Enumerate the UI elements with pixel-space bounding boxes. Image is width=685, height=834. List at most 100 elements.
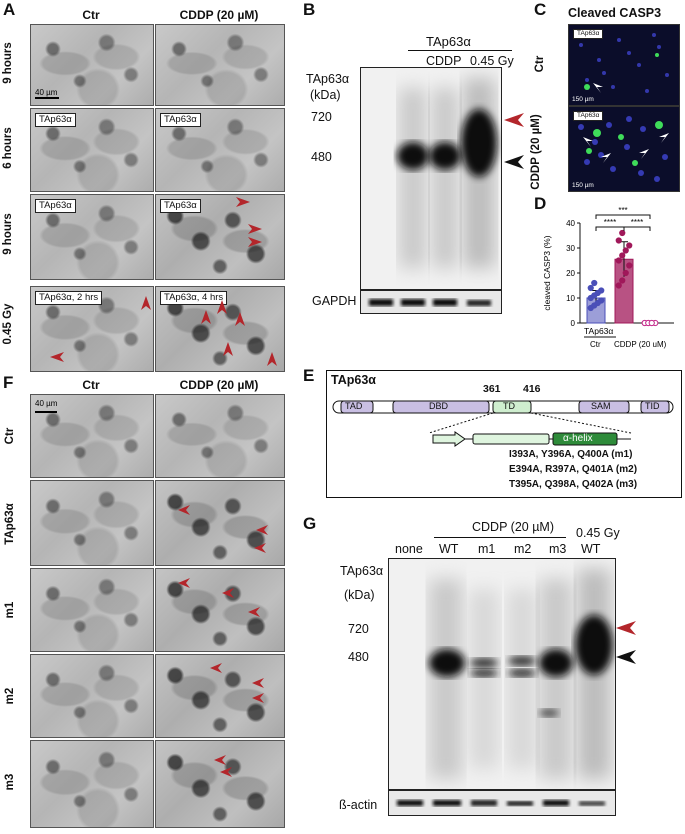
micrograph-tag: TAp63α, 4 hrs xyxy=(160,291,228,305)
red-arrowhead-icon xyxy=(210,663,222,673)
panel-g-header-line xyxy=(434,537,566,538)
data-point xyxy=(622,269,629,277)
panel-f-col-cddp: CDDP (20 µM) xyxy=(179,378,259,392)
micrograph xyxy=(155,24,285,106)
group-label: TAp63α xyxy=(584,326,613,336)
y-axis-label: TAp63α xyxy=(306,72,350,86)
loading-control-blot xyxy=(360,290,502,314)
panel-g-label: G xyxy=(303,514,317,533)
sig-label: **** xyxy=(604,218,616,227)
helix-label: α-helix xyxy=(563,433,593,444)
panel-a-label: A xyxy=(3,0,16,19)
red-arrowhead-icon xyxy=(214,755,226,765)
black-arrowhead-icon xyxy=(616,650,636,664)
data-point xyxy=(626,242,633,249)
red-arrowhead-icon xyxy=(256,525,268,535)
micrograph-tag: TAp63α xyxy=(160,113,201,127)
sig-bracket xyxy=(595,226,625,231)
blot-bands xyxy=(397,78,497,268)
data-point xyxy=(619,252,626,259)
sig-label: *** xyxy=(618,206,627,215)
data-point xyxy=(587,284,594,292)
micrograph: TAp63α xyxy=(30,108,154,192)
micrograph-tag: TAp63α, 2 hrs xyxy=(35,291,103,305)
domain-label: SAM xyxy=(591,401,611,411)
mw-marker: 480 xyxy=(348,650,369,664)
red-arrowhead-icon xyxy=(201,310,211,324)
panel-e-label: E xyxy=(303,366,315,385)
red-arrowhead-icon xyxy=(141,296,151,310)
white-arrowhead-icon xyxy=(639,149,649,159)
domain-tid xyxy=(640,400,670,414)
panel-f-label: F xyxy=(3,373,14,392)
mutant-line: I393A, Y396A, Q400A (m1) xyxy=(509,449,633,460)
red-arrowhead-icon xyxy=(267,352,277,366)
lane-label: WT xyxy=(439,542,459,556)
y-axis-unit: (kDa) xyxy=(344,588,375,602)
fluorescence-tag: TAp63α xyxy=(573,111,604,121)
black-arrowhead-icon xyxy=(504,155,524,169)
mutant-line: E394A, R397A, Q401A (m2) xyxy=(509,464,638,475)
lane-label: none xyxy=(395,542,423,556)
domain-diagram xyxy=(332,400,674,447)
panel-c-title: Cleaved CASP3 xyxy=(568,6,662,20)
panel-c-row-label: CDDP (20 µM) xyxy=(530,114,542,190)
white-arrowhead-icon xyxy=(593,83,603,93)
y-tick-label: 20 xyxy=(566,269,575,278)
micrograph-tag: TAp63α xyxy=(160,199,201,213)
mw-marker: 480 xyxy=(311,150,332,164)
western-blot-b xyxy=(360,67,502,290)
x-tick-label: CDDP (20 uM) xyxy=(614,340,667,349)
red-arrowhead-icon xyxy=(248,237,262,247)
domain-label: DBD xyxy=(429,401,449,411)
lane-label: 0.45 Gy xyxy=(470,54,514,68)
panel-c-row-label: Ctr xyxy=(534,55,546,73)
data-point xyxy=(622,247,629,254)
data-point xyxy=(591,279,598,287)
data-point xyxy=(619,229,626,237)
sig-bracket xyxy=(595,214,651,219)
mw-marker: 720 xyxy=(348,622,369,636)
loading-control-label: ß-actin xyxy=(339,798,378,812)
domain-label: TD xyxy=(503,401,515,411)
data-point xyxy=(598,297,605,304)
red-arrowhead-icon xyxy=(252,693,264,703)
red-arrowhead-icon xyxy=(178,578,190,588)
panel-b-label: B xyxy=(303,0,316,19)
micrograph: 40 µm xyxy=(30,24,154,106)
red-arrowhead-icon xyxy=(220,767,232,777)
red-arrowhead-icon xyxy=(178,505,190,515)
red-arrowhead-icon xyxy=(50,352,64,362)
blot-bands xyxy=(429,569,613,779)
micrograph xyxy=(155,394,285,478)
loading-control-blot xyxy=(388,790,616,816)
scale-bar-label: 150 µm xyxy=(572,96,594,103)
lane-label: WT xyxy=(581,542,601,556)
panel-b-arrowheads xyxy=(504,113,524,169)
white-arrowhead-icon xyxy=(601,153,611,163)
data-point xyxy=(598,287,605,294)
red-arrowhead-icon xyxy=(248,607,260,617)
red-arrowhead-icon xyxy=(222,588,234,598)
panel-b-header: TAp63α xyxy=(426,34,471,49)
domain-label: TAD xyxy=(345,401,363,411)
panel-g-header: CDDP (20 µM) xyxy=(472,520,554,534)
y-tick-label: 0 xyxy=(571,319,576,328)
micrograph: TAp63α xyxy=(155,108,285,192)
fluorescence-image: TAp63α 150 µm xyxy=(568,24,680,106)
sig-label: **** xyxy=(631,218,643,227)
y-axis-label: TAp63α xyxy=(340,564,384,578)
micrograph xyxy=(30,654,154,738)
residue-position: 361 xyxy=(483,383,501,395)
data-point xyxy=(619,277,626,284)
scale-bar-label: 150 µm xyxy=(572,182,594,189)
red-arrowhead-icon xyxy=(217,300,227,314)
data-point xyxy=(648,319,655,327)
domain-label: TID xyxy=(645,401,660,411)
panel-g-gy: 0.45 Gy xyxy=(576,526,620,540)
scale-bar-label: 40 µm xyxy=(35,399,58,408)
red-arrowhead-icon xyxy=(236,197,250,207)
white-arrowhead-icon xyxy=(583,137,593,147)
panel-c-label: C xyxy=(534,0,547,19)
